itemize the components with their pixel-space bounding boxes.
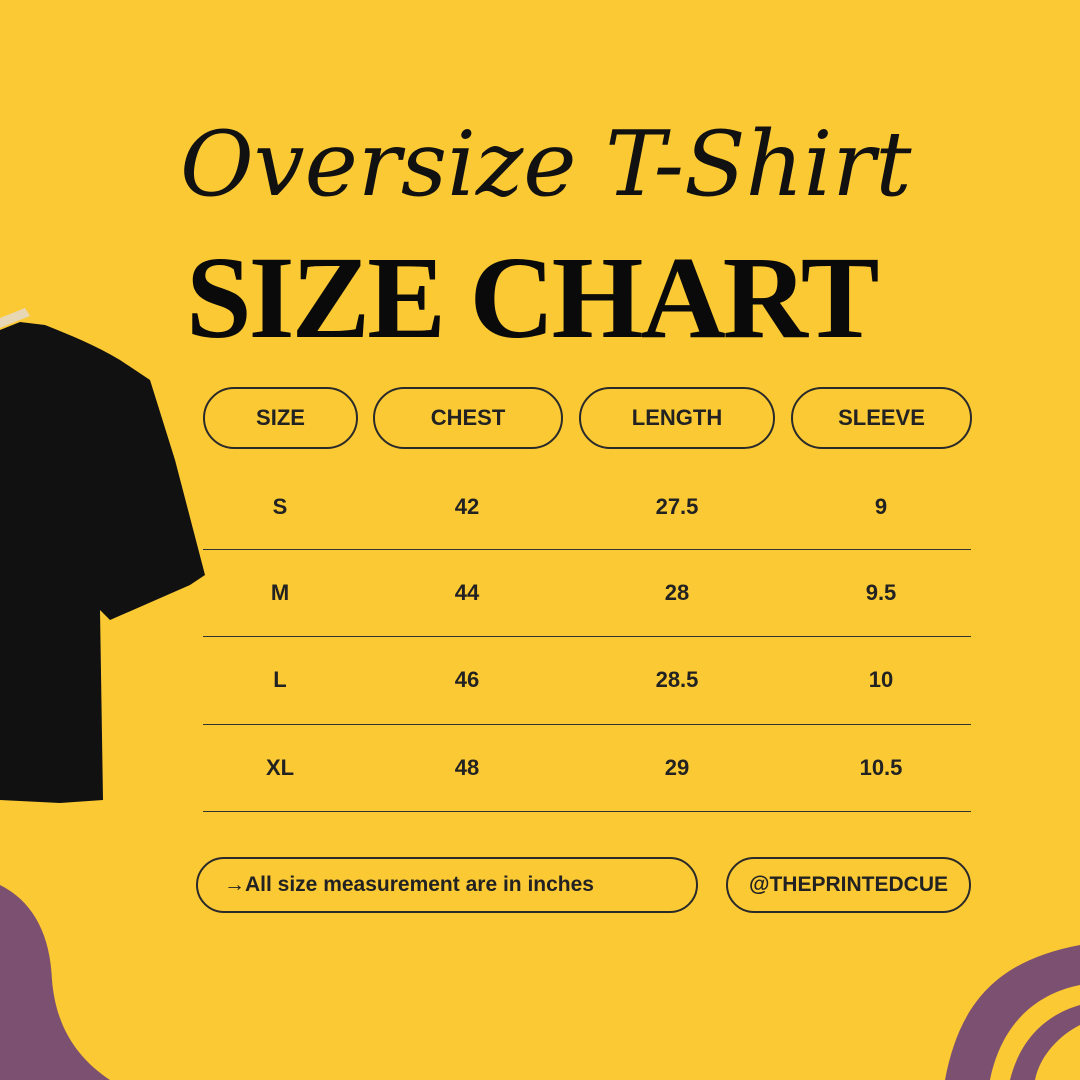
- tshirt-image: [0, 322, 205, 803]
- row-divider: [203, 724, 971, 725]
- cell-sleeve: 10: [868, 667, 894, 692]
- social-handle: @THEPRINTEDCUE: [726, 857, 971, 913]
- row-divider: [203, 549, 971, 550]
- cell-size: M: [270, 580, 290, 605]
- row-divider: [203, 811, 971, 812]
- measurement-note: →All size measurement are in inches: [196, 857, 698, 913]
- cell-length: 27.5: [655, 494, 699, 519]
- cell-size: L: [273, 667, 287, 692]
- page-title: SIZE CHART: [186, 232, 879, 363]
- row-divider: [203, 636, 971, 637]
- header-sleeve: SLEEVE: [791, 387, 972, 449]
- cell-sleeve: 9: [874, 494, 888, 519]
- header-size: SIZE: [203, 387, 358, 449]
- cell-sleeve: 9.5: [865, 580, 897, 605]
- cell-length: 28.5: [655, 667, 699, 692]
- purple-blob: [0, 885, 110, 1080]
- cell-chest: 44: [454, 580, 480, 605]
- cell-chest: 48: [454, 755, 480, 780]
- cell-chest: 46: [454, 667, 480, 692]
- cell-length: 29: [664, 755, 690, 780]
- cell-size: XL: [265, 755, 295, 780]
- cell-length: 28: [664, 580, 690, 605]
- script-title: Oversize T-Shirt: [180, 112, 912, 217]
- hanger-image: [0, 308, 30, 328]
- cell-size: S: [272, 494, 288, 519]
- cell-chest: 42: [454, 494, 480, 519]
- purple-arcs: [945, 945, 1080, 1080]
- cell-sleeve: 10.5: [859, 755, 903, 780]
- header-chest: CHEST: [373, 387, 563, 449]
- header-length: LENGTH: [579, 387, 775, 449]
